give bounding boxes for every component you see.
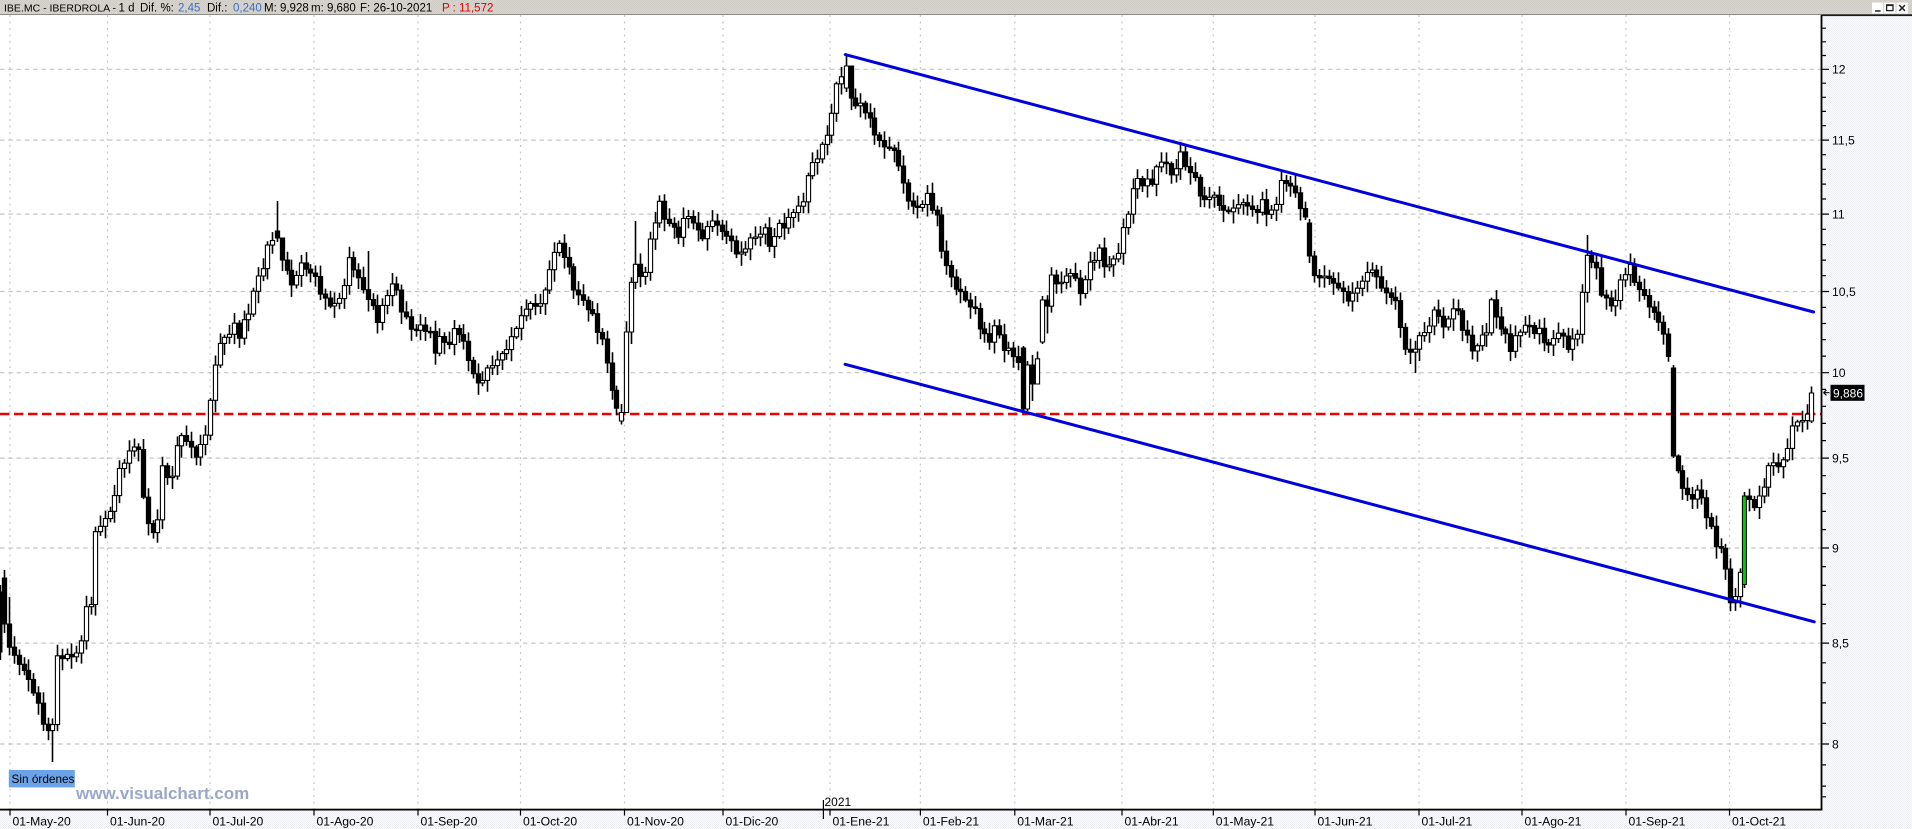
svg-text:1 d: 1 d [119,2,135,14]
svg-text:01-Jul-21: 01-Jul-21 [1422,815,1473,829]
svg-text:Sin órdenes: Sin órdenes [12,772,75,786]
svg-text:01-Nov-20: 01-Nov-20 [627,815,684,829]
svg-text:m: 9,680: m: 9,680 [311,2,356,14]
svg-text:01-Ago-20: 01-Ago-20 [317,815,374,829]
svg-text:01-Ago-21: 01-Ago-21 [1525,815,1582,829]
svg-text:9,5: 9,5 [1832,451,1849,465]
svg-text:P : 11,572: P : 11,572 [442,2,493,14]
svg-text:M: 9,928: M: 9,928 [264,2,309,14]
svg-text:8: 8 [1832,737,1839,751]
svg-text:8,5: 8,5 [1832,636,1849,650]
svg-text:01-Sep-21: 01-Sep-21 [1629,815,1686,829]
svg-text:10: 10 [1832,366,1846,380]
svg-text:F: 26-10-2021: F: 26-10-2021 [360,2,432,14]
svg-text:11: 11 [1832,207,1845,221]
svg-text:IBE.MC - IBERDROLA -: IBE.MC - IBERDROLA - [4,2,117,14]
svg-text:01-May-21: 01-May-21 [1216,815,1274,829]
svg-text:01-Jul-20: 01-Jul-20 [213,815,264,829]
svg-text:0,240: 0,240 [233,2,262,14]
svg-text:www.visualchart.com: www.visualchart.com [75,784,249,803]
svg-text:01-Jun-20: 01-Jun-20 [110,815,165,829]
svg-text:01-Abr-21: 01-Abr-21 [1125,815,1179,829]
svg-text:Dif. %:: Dif. %: [140,2,174,14]
svg-text:01-Dic-20: 01-Dic-20 [726,815,779,829]
svg-text:01-Oct-20: 01-Oct-20 [523,815,577,829]
svg-text:2021: 2021 [825,795,852,809]
svg-text:01-Feb-21: 01-Feb-21 [923,815,979,829]
svg-text:Dif.:: Dif.: [207,2,227,14]
svg-text:2,45: 2,45 [178,2,200,14]
svg-text:9: 9 [1832,541,1839,555]
svg-text:01-May-20: 01-May-20 [13,815,71,829]
svg-text:11,5: 11,5 [1832,133,1855,147]
svg-text:9,886: 9,886 [1833,386,1863,400]
svg-text:12: 12 [1832,63,1846,77]
svg-text:01-Mar-21: 01-Mar-21 [1017,815,1073,829]
svg-text:01-Ene-21: 01-Ene-21 [833,815,890,829]
svg-text:10,5: 10,5 [1832,285,1856,299]
svg-text:01-Oct-21: 01-Oct-21 [1732,815,1786,829]
svg-text:01-Sep-20: 01-Sep-20 [421,815,478,829]
svg-text:01-Jun-21: 01-Jun-21 [1318,815,1373,829]
